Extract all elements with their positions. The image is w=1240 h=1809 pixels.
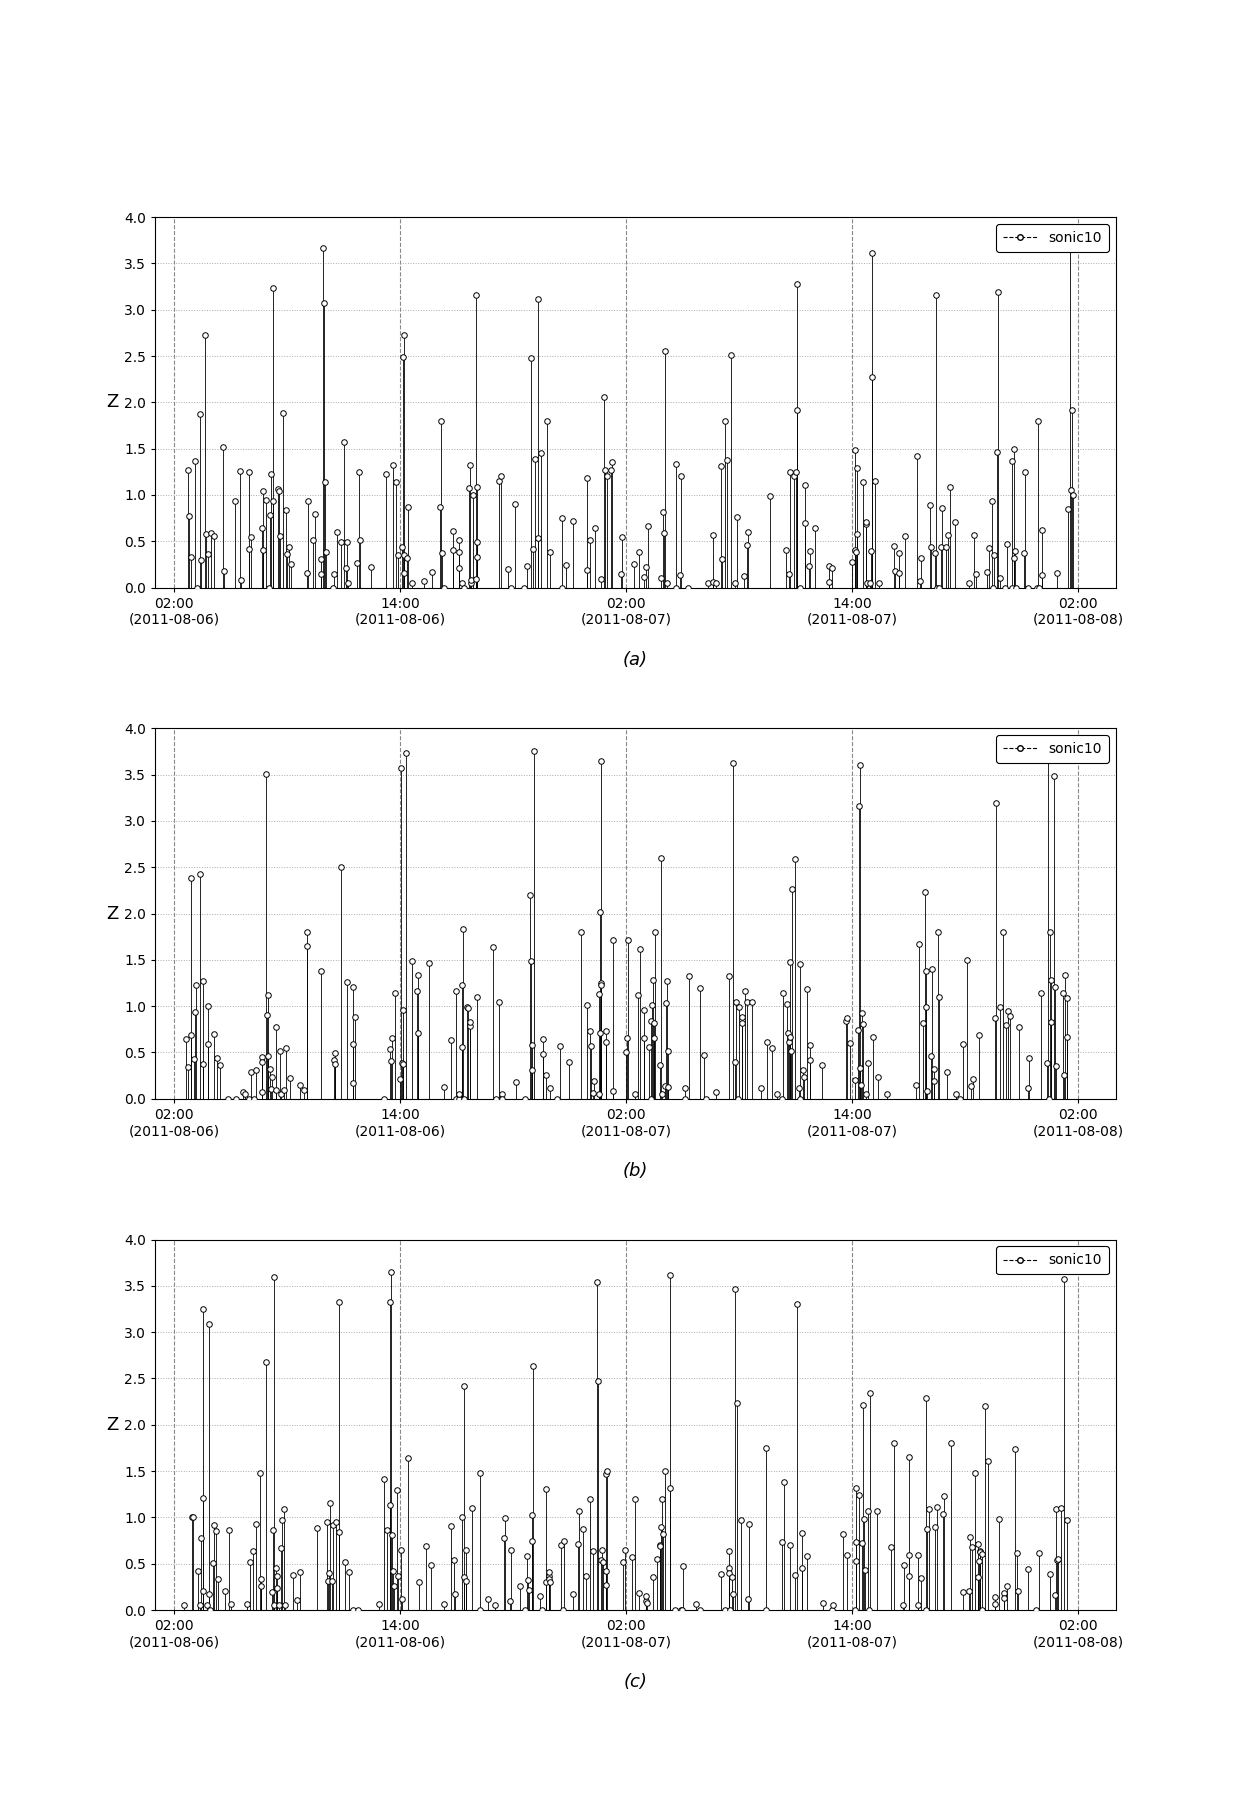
Text: (b): (b)	[622, 1161, 649, 1179]
Y-axis label: Z: Z	[107, 904, 119, 923]
Text: (c): (c)	[624, 1673, 647, 1691]
Legend: sonic10: sonic10	[996, 224, 1109, 251]
Legend: sonic10: sonic10	[996, 1246, 1109, 1274]
Legend: sonic10: sonic10	[996, 734, 1109, 763]
Text: (a): (a)	[622, 651, 649, 669]
Y-axis label: Z: Z	[107, 1416, 119, 1435]
Y-axis label: Z: Z	[107, 393, 119, 411]
